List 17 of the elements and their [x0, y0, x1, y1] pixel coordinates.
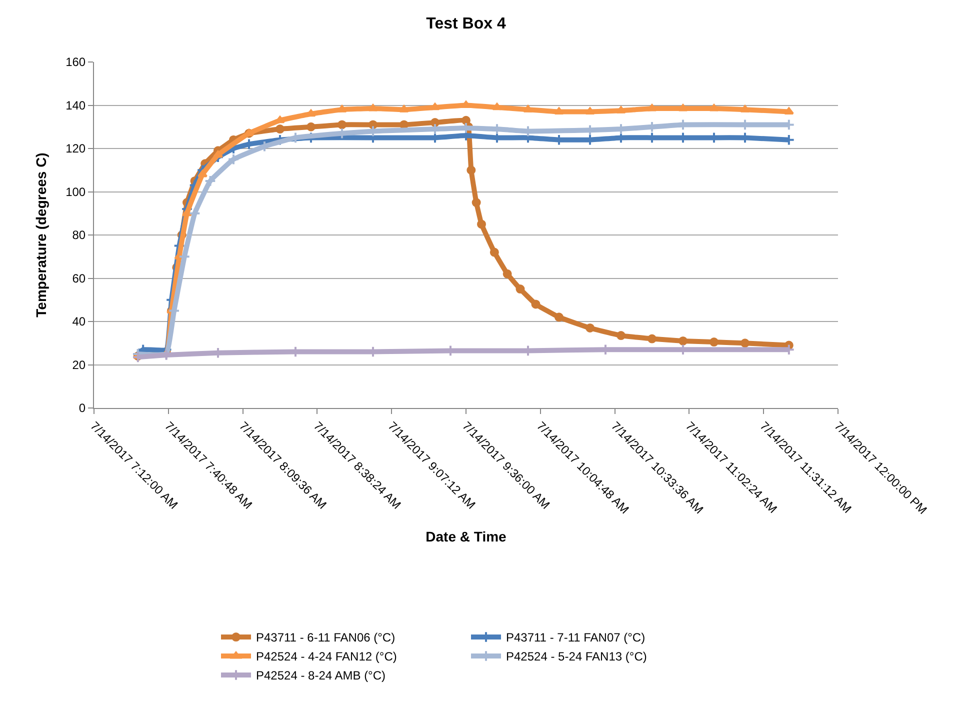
legend-label: P43711 - 6-11 FAN06 (°C) — [256, 630, 396, 645]
legend-label: P42524 - 4-24 FAN12 (°C) — [256, 650, 397, 664]
y-axis-title: Temperature (degrees C) — [33, 152, 50, 318]
x-axis-title: Date & Time — [426, 528, 507, 544]
y-tick-label: 80 — [72, 228, 86, 242]
y-tick-label: 160 — [66, 55, 86, 70]
y-tick-label: 100 — [66, 184, 86, 199]
legend-label: P43711 - 7-11 FAN07 (°C) — [506, 630, 646, 645]
legend-label: P42524 - 5-24 FAN13 (°C) — [506, 650, 647, 664]
y-tick-label: 20 — [72, 358, 86, 372]
y-tick-label: 0 — [78, 401, 86, 416]
y-tick-label: 120 — [66, 142, 86, 156]
y-tick-label: 60 — [72, 271, 86, 286]
legend-label: P42524 - 8-24 AMB (°C) — [256, 668, 386, 683]
chart-title: Test Box 4 — [426, 16, 506, 33]
y-tick-label: 140 — [66, 98, 86, 112]
y-tick-label: 40 — [72, 314, 86, 329]
